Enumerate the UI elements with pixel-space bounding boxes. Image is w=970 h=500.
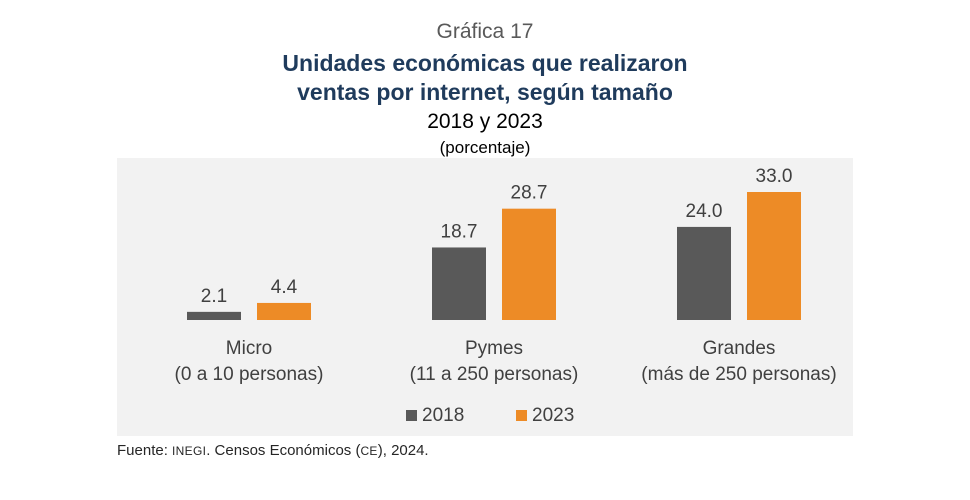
legend-label-2023: 2023 — [532, 405, 574, 426]
data-label-2018-pymes: 18.7 — [441, 221, 478, 242]
data-label-2023-grandes: 33.0 — [756, 166, 793, 187]
category-sublabel: (11 a 250 personas) — [410, 364, 579, 385]
bar-2023-micro — [257, 302, 311, 320]
chart-number: Gráfica 17 — [436, 20, 534, 43]
bar-2018-pymes — [432, 247, 486, 320]
legend-swatch-2023 — [516, 410, 527, 421]
source-prefix: Fuente: — [117, 442, 173, 459]
bar-2023-grandes — [747, 192, 801, 320]
chart-title-line-1: Unidades económicas que realizaron — [282, 50, 688, 76]
category-sublabel: (más de 250 personas) — [641, 364, 836, 385]
chart-units: (porcentaje) — [439, 138, 531, 157]
bar-2018-micro — [187, 311, 241, 320]
category-label: Micro — [226, 338, 272, 359]
data-label-2023-micro: 4.4 — [271, 277, 298, 298]
source-org: INEGI — [172, 444, 207, 458]
source-suffix: ), 2024. — [377, 442, 429, 459]
data-label-2018-micro: 2.1 — [201, 286, 227, 307]
category-sublabel: (0 a 10 personas) — [175, 364, 324, 385]
legend-swatch-2018 — [406, 410, 417, 421]
chart-title-line-2: ventas por internet, según tamaño — [297, 79, 673, 105]
bar-2023-pymes — [502, 208, 556, 320]
source-abbr: CE — [360, 444, 378, 458]
chart-subtitle: 2018 y 2023 — [427, 110, 543, 133]
legend-label-2018: 2018 — [422, 405, 464, 426]
category-label: Grandes — [703, 338, 776, 359]
bar-2018-grandes — [677, 226, 731, 320]
source-note: Fuente: INEGI. Censos Económicos (CE), 2… — [117, 442, 429, 459]
category-label: Pymes — [465, 338, 523, 359]
source-mid: . Censos Económicos ( — [206, 442, 361, 459]
data-label-2023-pymes: 28.7 — [511, 183, 548, 204]
data-label-2018-grandes: 24.0 — [686, 201, 723, 222]
